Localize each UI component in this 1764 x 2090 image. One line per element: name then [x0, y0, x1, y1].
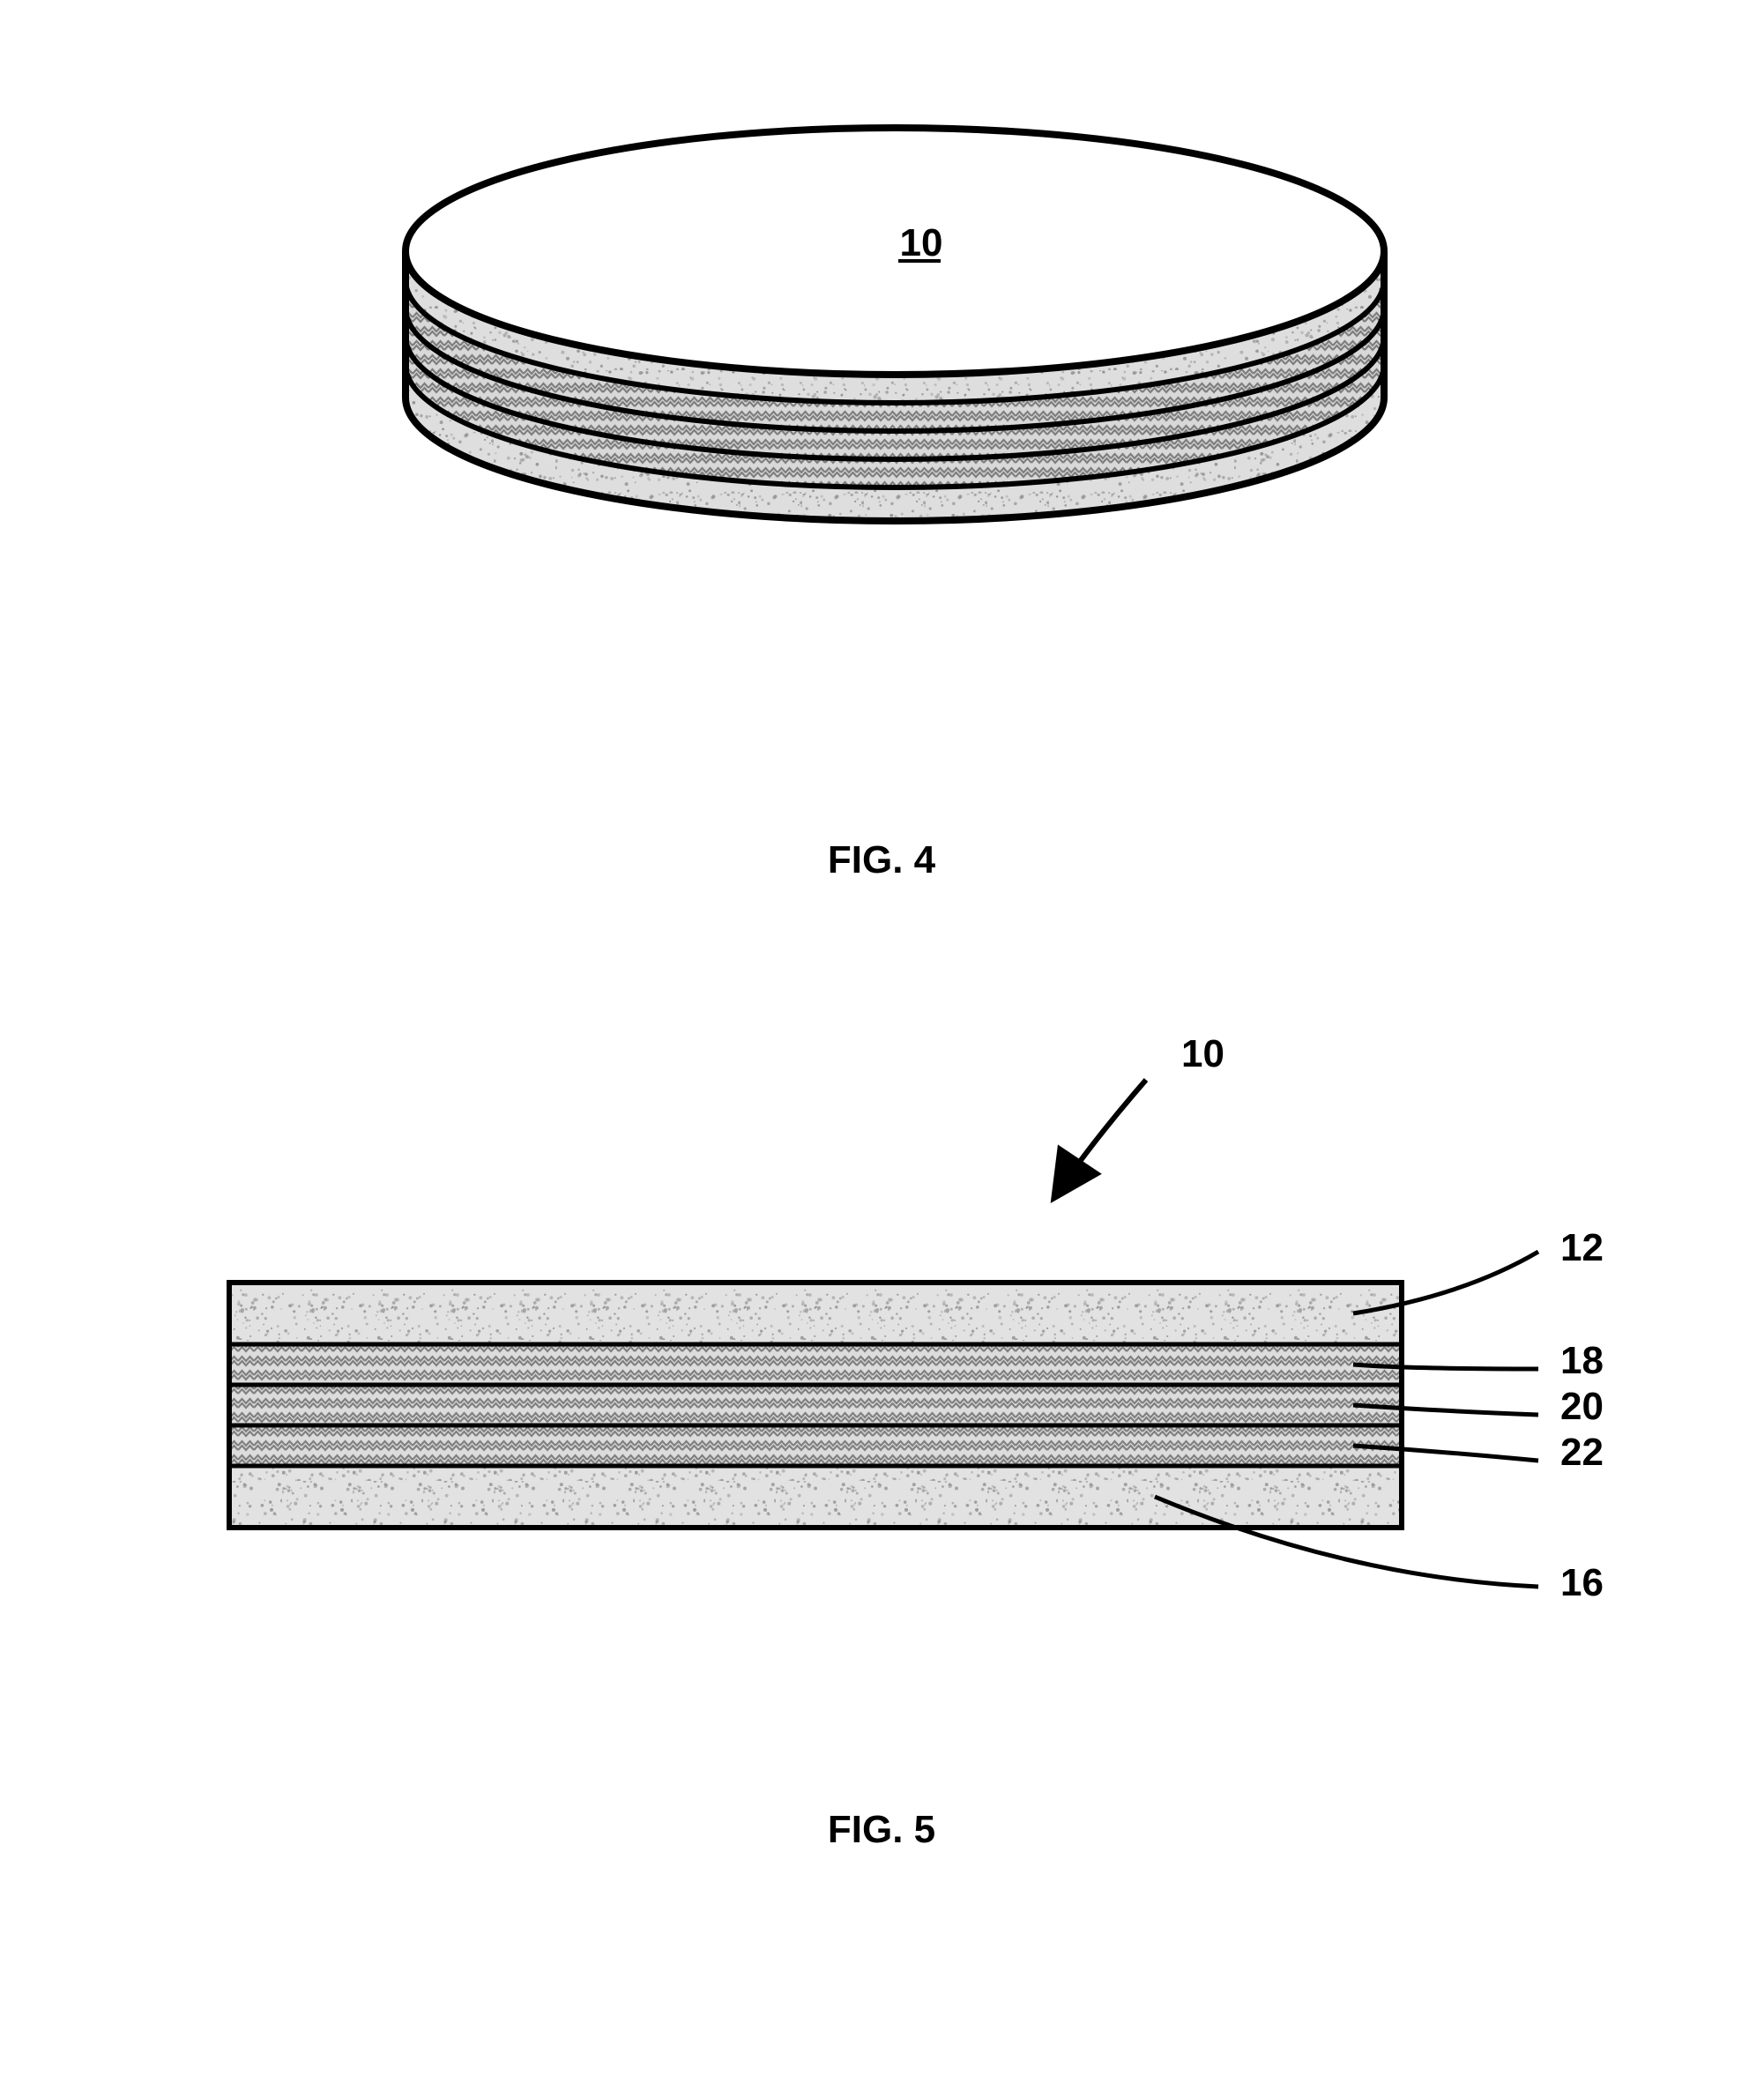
- ref-16: 16: [1560, 1561, 1604, 1604]
- layer-16: [229, 1466, 1402, 1528]
- fig5-caption: FIG. 5: [828, 1808, 935, 1851]
- fig4-caption: FIG. 4: [828, 838, 936, 881]
- fig5-pointer-10: [1053, 1080, 1146, 1199]
- ref-12: 12: [1560, 1226, 1604, 1269]
- fig4-ref-10: 10: [900, 221, 943, 264]
- fig5-stack: 10 12 182022 16: [229, 1032, 1604, 1604]
- fig4-disc: 10: [406, 128, 1384, 521]
- layer-20: [229, 1385, 1402, 1425]
- leadline-18: [1353, 1365, 1538, 1369]
- ref-18: 18: [1560, 1339, 1604, 1382]
- ref-22: 22: [1560, 1431, 1604, 1474]
- layer-22: [229, 1425, 1402, 1466]
- fig5-ref-10: 10: [1181, 1032, 1224, 1075]
- ref-20: 20: [1560, 1385, 1604, 1428]
- layer-12: [229, 1283, 1402, 1344]
- layer-18: [229, 1344, 1402, 1385]
